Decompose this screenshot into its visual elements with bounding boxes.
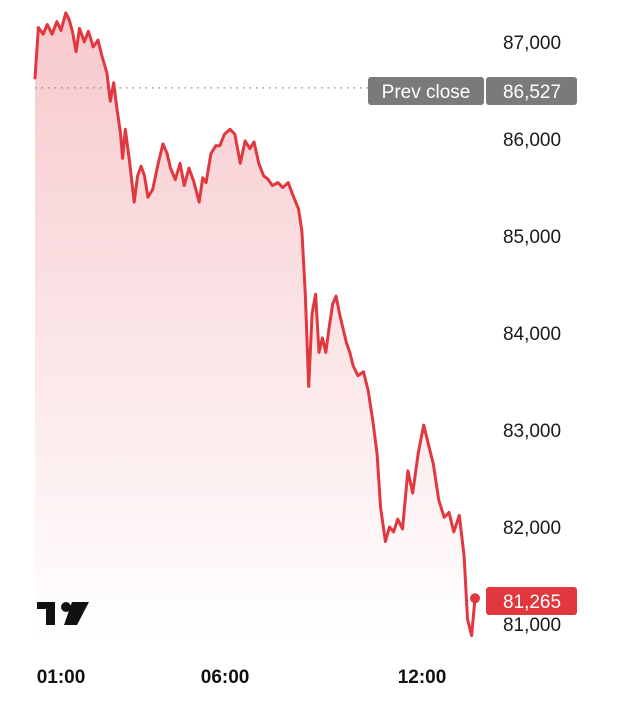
y-tick-label: 81,000 [503,615,561,636]
prev-close-label: Prev close [382,82,471,103]
prev-close-label-bg [368,77,484,105]
prev-close-badge: Prev close 86,527 [368,77,577,105]
y-tick-label: 82,000 [503,518,561,539]
last-price-dot [470,593,480,604]
x-tick-label: 06:00 [201,667,250,688]
area-layer [35,12,475,643]
y-tick-label: 85,000 [503,227,561,248]
y-axis: 87,000 86,000 85,000 84,000 83,000 82,000 81,0… [503,33,561,636]
price-line [33,11,477,638]
last-price-badge: 81,265 [486,587,577,615]
x-axis: 01:00 06:00 12:00 [37,667,447,688]
x-tick-label: 01:00 [37,667,86,688]
last-price-bg [486,587,577,615]
line-layer [33,11,480,638]
y-tick-label: 83,000 [503,421,561,442]
prev-close-value: 86,527 [503,82,561,103]
prev-close-value-bg [486,77,577,105]
price-area-fill [35,12,475,643]
last-price-value: 81,265 [503,592,561,613]
y-tick-label: 86,000 [503,130,561,151]
tradingview-logo-icon [37,602,89,625]
y-tick-label: 87,000 [503,33,561,54]
y-tick-label: 84,000 [503,324,561,345]
x-tick-label: 12:00 [398,667,447,688]
